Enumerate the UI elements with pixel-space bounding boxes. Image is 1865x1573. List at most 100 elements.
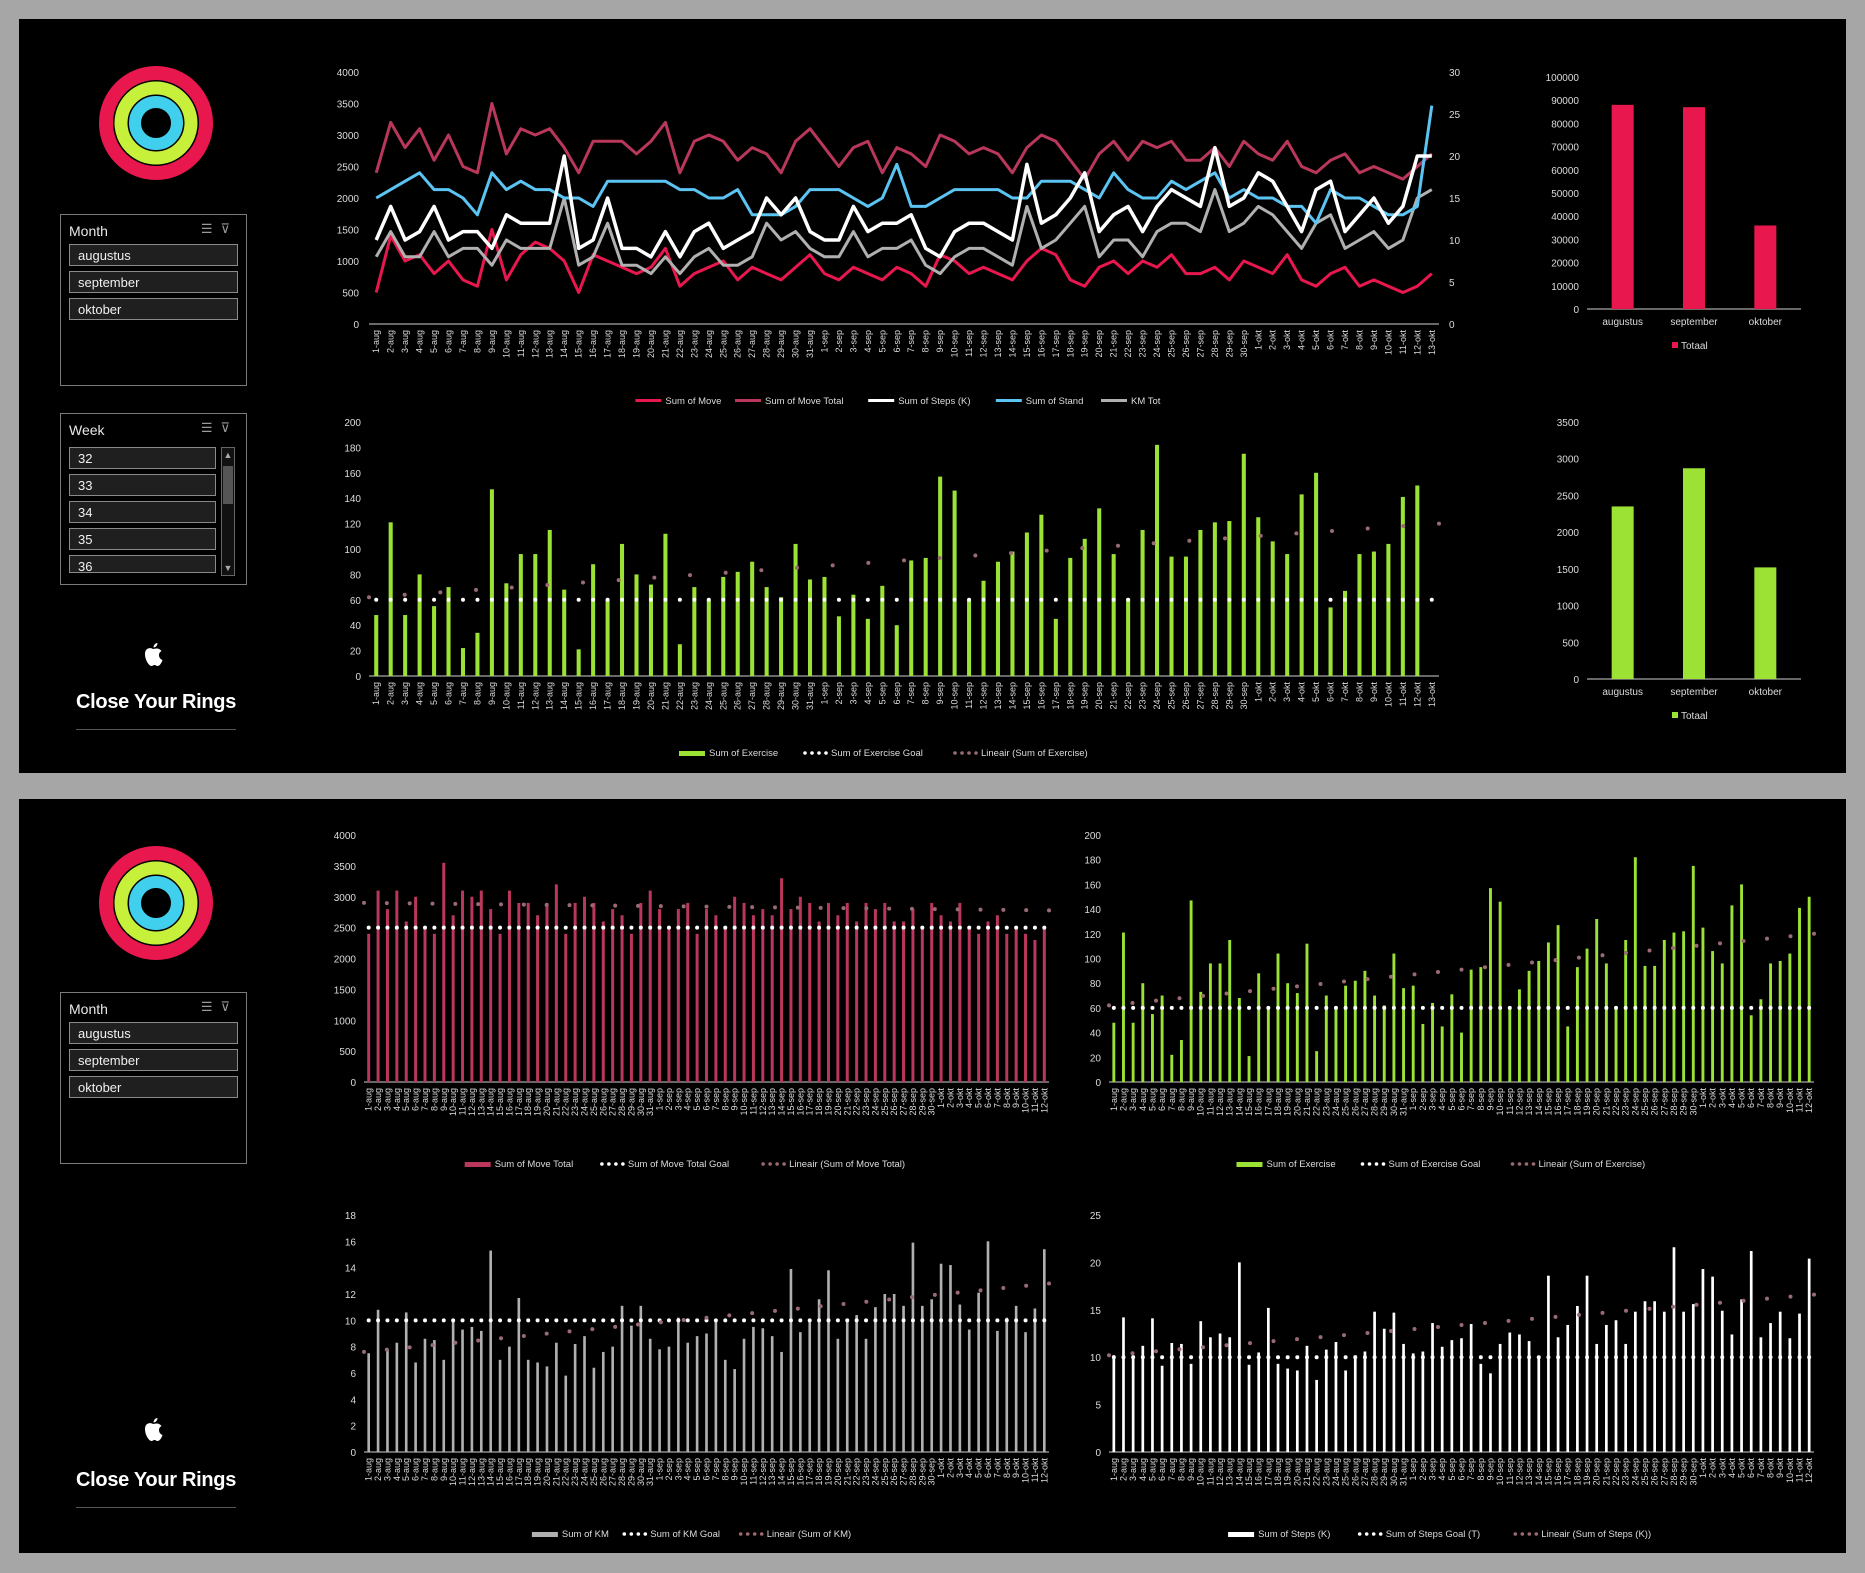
goal-point — [376, 1318, 381, 1323]
goal-point — [1565, 1005, 1570, 1010]
trend-point — [476, 902, 481, 907]
trend-point — [750, 1311, 755, 1316]
bar — [883, 902, 887, 1082]
goal-point — [1498, 1005, 1503, 1010]
x-tick-label: 14-aug — [1234, 1458, 1244, 1486]
goal-point — [1042, 1318, 1047, 1323]
bar — [414, 1362, 417, 1452]
trend-point — [773, 1308, 777, 1313]
trend-point — [795, 1306, 800, 1311]
week-scrollbar[interactable]: ▲ ▼ — [221, 447, 235, 576]
bar — [750, 561, 755, 676]
month-item-oktober[interactable]: oktober — [69, 298, 238, 320]
x-tick-label: 25-sep — [1640, 1458, 1650, 1486]
x-tick-label: 22-sep — [852, 1088, 862, 1116]
bar — [1683, 107, 1705, 309]
x-tick-label: 16-aug — [504, 1458, 514, 1486]
x-tick-label: 11-okt — [1795, 1458, 1805, 1483]
bar — [367, 1353, 371, 1452]
x-tick-label: 1-sep — [1408, 1088, 1418, 1111]
x-tick-label: 10-aug — [1196, 1458, 1206, 1486]
x-tick-label: 7-okt — [1756, 1458, 1766, 1479]
trend-point — [590, 903, 595, 908]
scroll-thumb[interactable] — [223, 466, 233, 504]
bar — [1595, 918, 1599, 1082]
x-tick-label: 30-sep — [1239, 682, 1249, 710]
x-tick-label: 13-okt — [1427, 330, 1437, 356]
legend-swatch — [1360, 1162, 1365, 1166]
clear-filter-icon[interactable]: ⊽ — [220, 221, 238, 236]
goal-point — [1739, 1005, 1744, 1010]
legend-label: Sum of Exercise Goal — [831, 748, 923, 759]
goal-point — [1778, 1355, 1783, 1360]
legend-label: Totaal — [1681, 341, 1708, 352]
x-tick-label: 14-sep — [1534, 1458, 1544, 1486]
scroll-up-icon[interactable]: ▲ — [223, 450, 233, 460]
bar — [1189, 1363, 1193, 1452]
goal-point — [1807, 1355, 1812, 1360]
bar — [1373, 995, 1377, 1082]
bar — [1241, 453, 1246, 676]
month-item-augustus[interactable]: augustus — [69, 244, 238, 266]
x-tick-label: 23-aug — [689, 330, 699, 358]
multi-select-icon[interactable]: ☰ — [200, 999, 221, 1014]
month-item-september[interactable]: september — [69, 271, 238, 293]
x-tick-label: 11-sep — [1505, 1088, 1515, 1115]
week-item-32[interactable]: 32 — [69, 447, 216, 469]
month-item-september[interactable]: september — [69, 1049, 238, 1071]
month-item-oktober[interactable]: oktober — [69, 1076, 238, 1098]
x-tick-label: 21-aug — [551, 1458, 561, 1486]
goal-point — [432, 925, 437, 930]
x-tick-label: 2-okt — [1268, 330, 1278, 351]
x-tick-label: 1-aug — [1109, 1458, 1119, 1481]
week-item-34[interactable]: 34 — [69, 501, 216, 523]
trend-point — [430, 1343, 435, 1348]
trend-point — [704, 904, 709, 909]
x-tick-label: 18-sep — [1065, 682, 1075, 710]
x-tick-label: 19-aug — [533, 1458, 543, 1486]
bar — [1691, 865, 1695, 1082]
month-item-augustus[interactable]: augustus — [69, 1022, 238, 1044]
trend-point — [830, 563, 835, 568]
x-tick-label: 16-sep — [795, 1458, 805, 1486]
x-tick-label: 5-aug — [429, 330, 439, 353]
bar — [793, 543, 798, 676]
legend-swatch — [1517, 1162, 1522, 1166]
bar — [1440, 1026, 1444, 1082]
trend-point — [759, 568, 764, 573]
bar — [845, 902, 849, 1082]
week-item-35[interactable]: 35 — [69, 528, 216, 550]
bar — [555, 1342, 558, 1452]
y-tick-label: 140 — [344, 494, 361, 505]
clear-filter-icon[interactable]: ⊽ — [220, 420, 238, 435]
goal-point — [403, 597, 408, 602]
x-tick-label: 8-okt — [1766, 1458, 1776, 1479]
trend-point — [1154, 998, 1158, 1003]
scroll-down-icon[interactable]: ▼ — [223, 563, 233, 573]
goal-point — [957, 1318, 962, 1323]
x-tick-label: 24-aug — [704, 330, 714, 358]
x-tick-label: 29-sep — [917, 1458, 927, 1486]
bar — [1730, 905, 1734, 1082]
trend-point — [1694, 1302, 1699, 1307]
multi-select-icon[interactable]: ☰ — [200, 420, 221, 435]
goal-point — [1179, 1005, 1184, 1010]
x-tick-label: 1-aug — [371, 330, 381, 353]
week-item-36[interactable]: 36 — [69, 555, 216, 574]
goal-point — [1328, 597, 1333, 602]
x-tick-label: 5-okt — [974, 1458, 984, 1479]
trend-point — [438, 590, 443, 595]
goal-point — [634, 597, 639, 602]
bar — [911, 909, 915, 1082]
x-tick-label: 8-aug — [1176, 1088, 1186, 1111]
x-tick-label: 7-sep — [711, 1458, 721, 1481]
bar — [1169, 556, 1174, 676]
trend-point — [1600, 1310, 1605, 1315]
goal-point — [986, 1318, 991, 1323]
multi-select-icon[interactable]: ☰ — [200, 221, 221, 236]
trend-point — [1342, 979, 1346, 984]
week-item-33[interactable]: 33 — [69, 474, 216, 496]
clear-filter-icon[interactable]: ⊽ — [220, 999, 238, 1014]
legend-label: Sum of Steps (K) — [898, 396, 970, 407]
